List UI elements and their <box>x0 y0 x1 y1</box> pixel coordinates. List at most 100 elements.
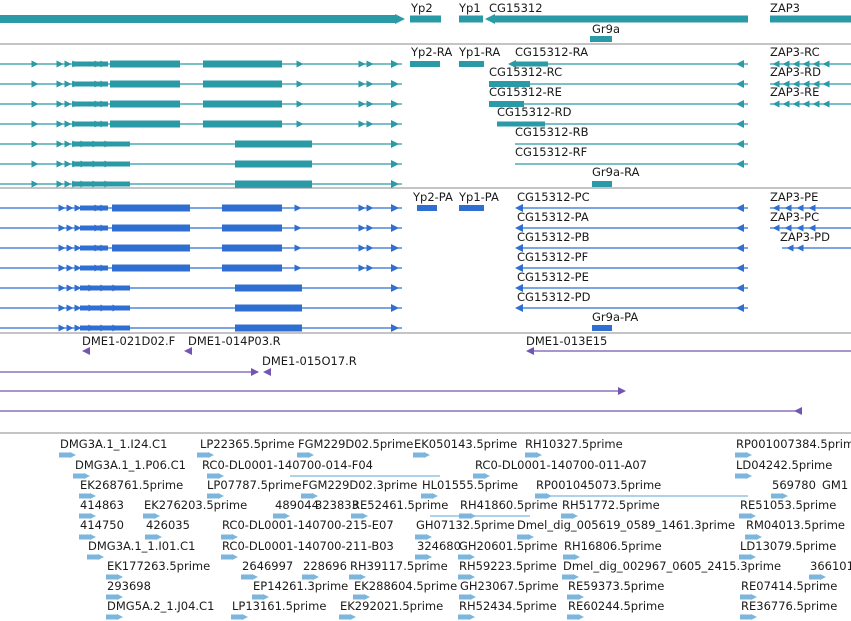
est-label[interactable]: LD04242.5prime <box>736 458 833 472</box>
exon-block[interactable] <box>489 101 524 107</box>
exon-block[interactable] <box>235 284 302 292</box>
exon-block[interactable] <box>203 120 282 128</box>
gene-label[interactable]: ZAP3 <box>770 1 800 15</box>
est-label[interactable]: 293698 <box>107 579 151 593</box>
est-block[interactable] <box>207 493 218 499</box>
gene-label[interactable]: CG15312 <box>489 1 543 15</box>
est-block[interactable] <box>231 614 242 620</box>
est-label[interactable]: 489044 <box>275 498 319 512</box>
est-block[interactable] <box>252 594 263 600</box>
est-label[interactable]: RC0-DL0001-140700-215-E07 <box>222 518 394 532</box>
est-label[interactable]: RC0-DL0001-140700-211-B03 <box>222 539 394 553</box>
est-block[interactable] <box>143 513 154 519</box>
transcript-label[interactable]: ZAP3-RD <box>770 65 821 79</box>
gene-bar[interactable] <box>410 15 441 23</box>
protein-label[interactable]: ZAP3-PC <box>770 210 820 224</box>
est-block[interactable] <box>458 614 469 620</box>
est-label[interactable]: LP07787.5prime <box>207 478 302 492</box>
exon-block[interactable] <box>112 244 190 252</box>
gene-bar[interactable] <box>492 15 748 23</box>
est-label[interactable]: 414863 <box>80 498 124 512</box>
transcript-label[interactable]: Gr9a-RA <box>592 165 640 179</box>
est-label[interactable]: RH51772.5prime <box>562 498 660 512</box>
est-block[interactable] <box>413 452 424 458</box>
est-label[interactable]: Dmel_dig_005619_0589_1461.3prime <box>517 518 736 532</box>
exon-block[interactable] <box>110 80 180 88</box>
est-label[interactable]: EP14261.3prime <box>253 579 349 593</box>
est-block[interactable] <box>349 574 360 580</box>
est-block[interactable] <box>525 452 536 458</box>
clone-label[interactable]: DME1-014P03.R <box>188 334 281 348</box>
exon-block[interactable] <box>110 120 180 128</box>
est-label[interactable]: RM04013.5prime <box>746 518 845 532</box>
est-block[interactable] <box>458 554 469 560</box>
protein-label[interactable]: CG15312-PD <box>517 290 591 304</box>
est-label[interactable]: RP001007384.5prime <box>736 437 851 451</box>
est-label[interactable]: GM1 <box>822 478 849 492</box>
est-block[interactable] <box>301 493 312 499</box>
exon-block[interactable] <box>459 205 484 211</box>
exon-block[interactable] <box>489 81 530 87</box>
est-label[interactable]: RH39117.5prime <box>350 559 448 573</box>
est-block[interactable] <box>517 534 528 540</box>
est-label[interactable]: DMG3A.1_1.I24.C1 <box>60 437 168 451</box>
exon-block[interactable] <box>203 100 282 108</box>
est-label[interactable]: 569780 <box>772 478 816 492</box>
transcript-label[interactable]: CG15312-RB <box>515 125 589 139</box>
est-label[interactable]: RC0-DL0001-140700-014-F04 <box>202 458 373 472</box>
clone-label[interactable]: DME1-015O17.R <box>262 354 357 368</box>
est-block[interactable] <box>809 574 820 580</box>
est-block[interactable] <box>207 473 218 479</box>
protein-label[interactable]: CG15312-PA <box>517 210 589 224</box>
est-label[interactable]: 426035 <box>146 518 190 532</box>
est-block[interactable] <box>302 574 313 580</box>
exon-block[interactable] <box>222 204 282 212</box>
est-label[interactable]: EK050143.5prime <box>414 437 518 451</box>
transcript-label[interactable]: ZAP3-RE <box>770 85 820 99</box>
exon-block[interactable] <box>235 304 302 312</box>
est-label[interactable]: RE52461.5prime <box>352 498 449 512</box>
est-label[interactable]: EK288604.5prime <box>354 579 458 593</box>
exon-block[interactable] <box>417 205 437 211</box>
exon-block[interactable] <box>222 264 282 272</box>
est-block[interactable] <box>221 534 232 540</box>
est-label[interactable]: RE60244.5prime <box>568 599 665 613</box>
exon-block[interactable] <box>72 181 130 187</box>
est-label[interactable]: RH52434.5prime <box>459 599 557 613</box>
est-label[interactable]: FGM229D02.3prime <box>302 478 418 492</box>
est-label[interactable]: 228696 <box>303 559 347 573</box>
est-block[interactable] <box>473 473 484 479</box>
gene-label[interactable]: Yp2 <box>411 1 433 15</box>
exon-block[interactable] <box>222 224 282 232</box>
est-block[interactable] <box>735 473 746 479</box>
exon-block[interactable] <box>410 61 440 67</box>
est-label[interactable]: RE51053.5prime <box>740 498 837 512</box>
protein-label[interactable]: CG15312-PC <box>517 190 590 204</box>
exon-block[interactable] <box>497 121 545 127</box>
protein-label[interactable]: CG15312-PF <box>517 250 589 264</box>
est-block[interactable] <box>73 473 84 479</box>
est-label[interactable]: FGM229D02.5prime <box>298 437 414 451</box>
est-block[interactable] <box>351 513 362 519</box>
exon-block[interactable] <box>235 140 312 148</box>
exon-block[interactable] <box>112 204 190 212</box>
protein-label[interactable]: Gr9a-PA <box>592 310 639 324</box>
exon-block[interactable] <box>235 180 312 188</box>
gene-bar[interactable] <box>0 15 397 23</box>
est-block[interactable] <box>739 513 750 519</box>
exon-block[interactable] <box>72 121 108 127</box>
est-label[interactable]: 2646997 <box>242 559 294 573</box>
exon-block[interactable] <box>110 100 180 108</box>
est-block[interactable] <box>415 554 426 560</box>
est-label[interactable]: DMG5A.2_1.J04.C1 <box>107 599 215 613</box>
est-label[interactable]: GH07132.5prime <box>416 518 515 532</box>
gene-bar[interactable] <box>770 15 851 23</box>
est-label[interactable]: RE36776.5prime <box>741 599 838 613</box>
exon-block[interactable] <box>80 245 108 251</box>
exon-block[interactable] <box>203 80 282 88</box>
exon-block[interactable] <box>72 101 108 107</box>
exon-block[interactable] <box>80 225 108 231</box>
est-block[interactable] <box>145 534 156 540</box>
est-block[interactable] <box>297 452 308 458</box>
est-label[interactable]: GH20601.5prime <box>459 539 558 553</box>
